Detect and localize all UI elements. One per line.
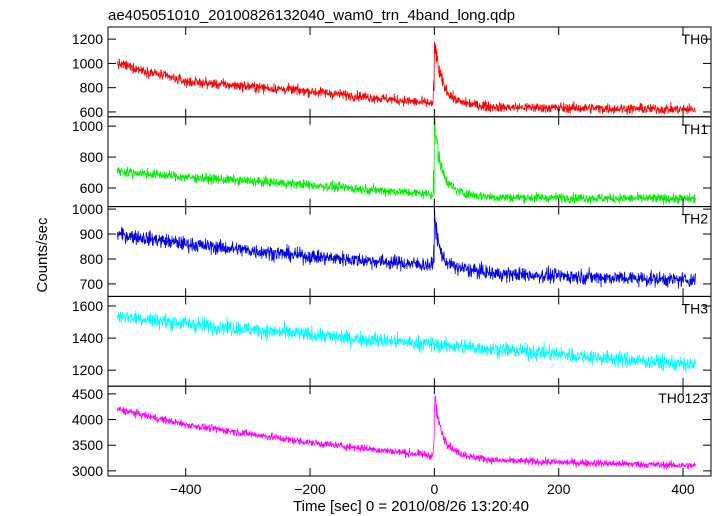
- series-line-th2: [116, 209, 696, 289]
- y-tick-label: 1200: [72, 362, 103, 378]
- panel-th3: 1200 1400 1600 TH3: [72, 295, 712, 387]
- x-tick-label: −400: [170, 481, 202, 497]
- panel-frame: [107, 206, 712, 297]
- y-tick-label: 600: [80, 104, 104, 120]
- series-line-th1: [116, 116, 696, 205]
- chart-title: ae405051010_20100826132040_wam0_trn_4ban…: [108, 7, 515, 24]
- y-tick-label: 3000: [72, 463, 103, 479]
- y-tick-label: 1400: [72, 330, 103, 346]
- y-tick-label: 4500: [72, 386, 103, 402]
- x-tick-label: 200: [547, 481, 571, 497]
- y-tick-label: 1000: [72, 201, 103, 217]
- y-tick-label: 800: [80, 149, 104, 165]
- panel-th1: 600 800 1000 TH1: [72, 116, 712, 208]
- panel-group: 600 800 1000 1200 TH0 600 800 1000 TH1 700 800 900 1…: [72, 26, 712, 497]
- panel-label-th3: TH3: [682, 300, 709, 316]
- panel-label-th1: TH1: [682, 121, 709, 137]
- y-tick-label: 3500: [72, 437, 103, 453]
- y-tick-label: 800: [80, 80, 104, 96]
- x-tick-label: 0: [430, 481, 438, 497]
- series-line-th0123: [116, 395, 696, 471]
- x-tick-label: −200: [294, 481, 326, 497]
- panel-label-th2: TH2: [682, 211, 709, 227]
- panel-label-th0123: TH0123: [658, 390, 708, 406]
- panel-frame: [107, 26, 712, 118]
- x-axis-label: Time [sec] 0 = 2010/08/26 13:20:40: [293, 498, 529, 515]
- panel-th0123: 3000 3500 4000 4500 TH0123: [72, 385, 712, 479]
- y-axis-label: Counts/sec: [34, 217, 51, 293]
- y-tick-label: 1000: [72, 55, 103, 71]
- series-line-th3: [116, 310, 696, 373]
- y-tick-label: 4000: [72, 412, 103, 428]
- y-tick-label: 800: [80, 251, 104, 267]
- panel-label-th0: TH0: [682, 31, 709, 47]
- y-tick-label: 600: [80, 180, 104, 196]
- x-tick-label: 400: [671, 481, 695, 497]
- panel-frame: [107, 385, 712, 477]
- y-tick-label: 1200: [72, 31, 103, 47]
- panel-th0: 600 800 1000 1200 TH0: [72, 26, 712, 120]
- y-tick-label: 700: [80, 276, 104, 292]
- series-line-th0: [117, 41, 696, 116]
- panel-th2: 700 800 900 1000 TH2: [72, 201, 712, 297]
- y-tick-label: 1600: [72, 298, 103, 314]
- y-tick-label: 1000: [72, 118, 103, 134]
- y-tick-label: 900: [80, 226, 104, 242]
